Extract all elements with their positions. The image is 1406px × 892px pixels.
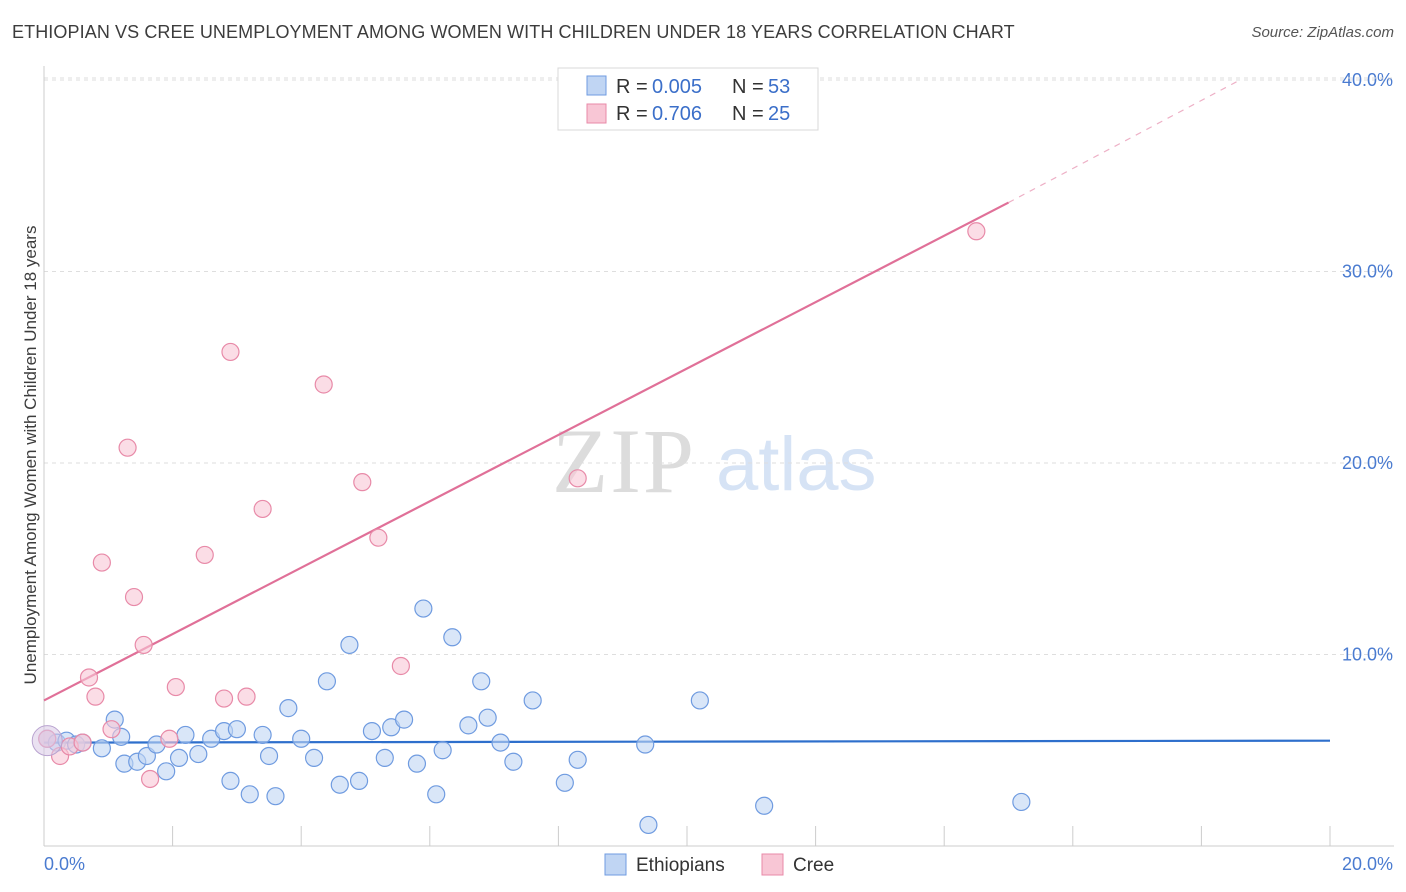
point-ethiopians-5	[92, 739, 111, 758]
point-ethiopians-40	[459, 716, 478, 735]
legend-bottom-label-ethiopians: Ethiopians	[636, 855, 725, 876]
point-ethiopians-48	[636, 735, 655, 754]
point-cree-7	[102, 720, 121, 739]
point-ethiopians-18	[221, 771, 240, 790]
point-ethiopians-26	[304, 748, 324, 768]
gridlines: 10.0% 20.0% 30.0% 40.0%	[44, 70, 1394, 665]
y-tick-label-20: 20.0%	[1342, 453, 1393, 473]
point-ethiopians-39	[443, 628, 462, 647]
legend-n-value-1: 53	[768, 76, 790, 98]
point-cree-14	[195, 545, 214, 565]
axes	[43, 66, 1394, 847]
legend-bottom: Ethiopians Cree	[604, 853, 834, 876]
point-ethiopians-46	[555, 773, 574, 792]
point-ethiopians-27	[317, 672, 337, 691]
point-ethiopians-51	[755, 796, 774, 815]
legend-n-label-1: N =	[732, 76, 764, 98]
point-ethiopians-25	[292, 729, 311, 748]
point-ethiopians-34	[394, 710, 414, 729]
point-ethiopians-31	[362, 721, 382, 741]
legend-bottom-swatch-cree	[761, 853, 784, 876]
legend-swatch-cree	[586, 103, 607, 124]
legend-n-value-2: 25	[768, 103, 790, 125]
watermark-atlas: atlas	[716, 422, 877, 507]
legend-bottom-label-cree: Cree	[793, 855, 834, 876]
point-ethiopians-12	[157, 762, 176, 781]
chart-title: ETHIOPIAN VS CREE UNEMPLOYMENT AMONG WOM…	[12, 22, 1015, 42]
point-ethiopians-15	[189, 744, 208, 764]
point-cree-19	[314, 375, 333, 394]
point-cree-11	[140, 769, 160, 789]
point-cree-9	[124, 587, 144, 607]
point-ethiopians-41	[472, 672, 491, 691]
legend-swatch-ethiopians	[586, 75, 607, 96]
point-cluster-origin	[31, 725, 63, 757]
point-cree-24	[967, 222, 986, 241]
point-cree-21	[369, 528, 388, 547]
point-cree-5	[86, 687, 105, 706]
point-cree-22	[391, 656, 410, 676]
point-cree-12	[160, 729, 179, 748]
data-points	[31, 222, 1031, 835]
point-ethiopians-32	[375, 748, 394, 768]
legend-n-label-2: N =	[732, 103, 764, 125]
y-tick-label-10: 10.0%	[1342, 645, 1393, 665]
point-ethiopians-13	[169, 748, 189, 768]
point-ethiopians-37	[427, 785, 446, 804]
legend-r-label-1: R =	[616, 76, 648, 98]
point-ethiopians-22	[259, 746, 279, 766]
y-axis-label: Unemployment Among Women with Children U…	[21, 226, 40, 685]
point-ethiopians-28	[330, 775, 349, 794]
point-ethiopians-29	[340, 635, 359, 655]
point-cree-13	[166, 677, 185, 697]
point-ethiopians-19	[227, 720, 246, 739]
point-ethiopians-35	[407, 754, 427, 773]
point-ethiopians-42	[478, 708, 497, 727]
point-ethiopians-52	[1012, 792, 1031, 812]
point-ethiopians-20	[240, 785, 259, 804]
legend-bottom-swatch-ethiopians	[604, 853, 627, 876]
y-tick-label-30: 30.0%	[1342, 262, 1393, 282]
legend-r-value-2: 0.706	[652, 103, 702, 125]
point-ethiopians-36	[414, 599, 433, 618]
point-ethiopians-47	[568, 750, 587, 769]
point-ethiopians-14	[176, 725, 195, 745]
x-tick-label-min: 0.0%	[44, 854, 85, 874]
legend-top: R = 0.005 N = 53 R = 0.706 N = 25	[557, 67, 819, 131]
point-cree-3	[73, 733, 92, 752]
trend-line-ethiopians	[43, 739, 1331, 744]
point-cree-18	[253, 499, 272, 519]
point-ethiopians-21	[253, 725, 272, 745]
point-ethiopians-43	[491, 733, 510, 752]
point-ethiopians-50	[690, 691, 709, 710]
point-ethiopians-23	[266, 787, 285, 806]
point-ethiopians-24	[279, 699, 298, 718]
point-cree-23	[568, 469, 587, 488]
point-cree-8	[118, 438, 137, 457]
point-ethiopians-44	[504, 752, 523, 771]
watermark-zip: ZIP	[552, 410, 696, 512]
y-tick-label-40: 40.0%	[1342, 70, 1393, 90]
point-ethiopians-38	[433, 741, 452, 760]
point-cree-17	[237, 687, 256, 706]
point-cree-20	[353, 473, 372, 492]
point-cree-16	[221, 342, 240, 362]
point-ethiopians-45	[523, 691, 542, 710]
point-ethiopians-49	[639, 815, 658, 835]
legend-r-label-2: R =	[616, 103, 648, 125]
trend-line-cree	[43, 201, 1010, 702]
point-cree-4	[79, 668, 99, 687]
trend-line-extension-cree	[1008, 79, 1241, 204]
point-cree-6	[92, 553, 111, 572]
point-cree-15	[214, 689, 234, 708]
chart-source: Source: ZipAtlas.com	[1251, 24, 1394, 41]
point-cree-10	[134, 635, 153, 655]
point-ethiopians-30	[349, 771, 369, 790]
x-tick-label-max: 20.0%	[1342, 854, 1393, 874]
legend-r-value-1: 0.005	[652, 76, 702, 98]
